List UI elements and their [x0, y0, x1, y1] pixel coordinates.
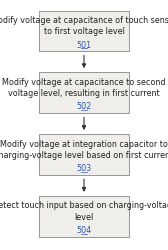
Text: Detect touch input based on charging-voltage
level: Detect touch input based on charging-vol…: [0, 202, 168, 222]
Text: 502: 502: [76, 102, 92, 111]
FancyBboxPatch shape: [39, 72, 129, 113]
Text: Modify voltage at capacitance to second
voltage level, resulting in first curren: Modify voltage at capacitance to second …: [2, 78, 166, 98]
FancyBboxPatch shape: [39, 11, 129, 51]
FancyBboxPatch shape: [39, 196, 129, 237]
Text: Modify voltage at integration capacitor to
charging-voltage level based on first: Modify voltage at integration capacitor …: [0, 140, 168, 160]
Text: 504: 504: [76, 226, 92, 235]
FancyBboxPatch shape: [39, 134, 129, 175]
Text: Modify voltage at capacitance of touch sensor
to first voltage level: Modify voltage at capacitance of touch s…: [0, 16, 168, 36]
Text: 503: 503: [76, 164, 92, 173]
Text: 501: 501: [76, 40, 92, 50]
